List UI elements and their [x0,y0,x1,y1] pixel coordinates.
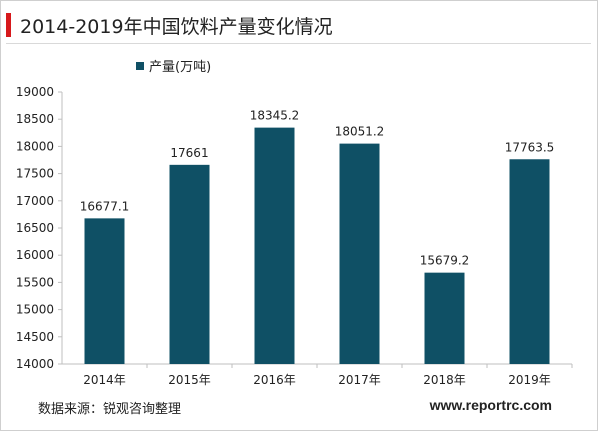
y-tick-label: 15500 [16,275,54,289]
y-tick-label: 14000 [16,357,54,371]
x-tick-label: 2017年 [338,373,381,387]
bar [424,272,465,364]
source-note: 数据来源：锐观咨询整理 [38,402,182,417]
x-tick-label: 2014年 [83,373,126,387]
x-tick-label: 2016年 [253,373,296,387]
bar [339,143,380,364]
y-tick-label: 16500 [16,221,54,235]
bar [254,127,295,364]
y-tick-label: 17000 [16,194,54,208]
data-label: 17763.5 [505,140,555,154]
x-tick-label: 2015年 [168,373,211,387]
chart-title: 2014-2019年中国饮料产量变化情况 [20,16,333,38]
data-label: 18051.2 [335,125,385,139]
data-label: 15679.2 [420,254,470,268]
title-accent-bar [6,13,11,37]
data-label: 16677.1 [80,199,130,213]
x-tick-label: 2018年 [423,373,466,387]
y-tick-label: 17500 [16,167,54,181]
y-tick-label: 18500 [16,112,54,126]
title-divider [6,43,591,44]
y-tick-label: 18000 [16,139,54,153]
bar [509,159,550,364]
bar [169,164,210,364]
legend: 产量(万吨) [136,56,211,75]
y-tick-label: 19000 [16,85,54,99]
legend-label: 产量(万吨) [149,60,212,75]
data-label: 18345.2 [250,109,300,123]
y-tick-label: 15000 [16,303,54,317]
x-tick-label: 2019年 [508,373,551,387]
legend-swatch [136,61,144,70]
data-label: 17661 [170,146,208,160]
bar [84,218,125,364]
y-tick-label: 16000 [16,248,54,262]
y-tick-label: 14500 [16,330,54,344]
website-link[interactable]: www.reportrc.com [429,397,552,413]
